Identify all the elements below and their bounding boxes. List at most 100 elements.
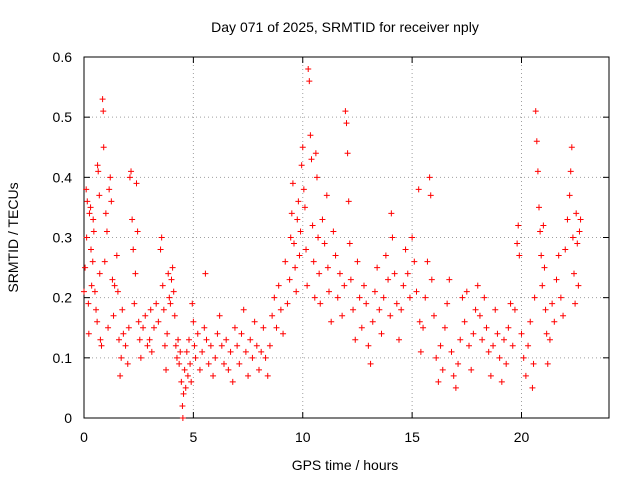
- data-point: [555, 252, 562, 259]
- data-point: [221, 360, 227, 367]
- data-point: [229, 378, 236, 385]
- data-point: [389, 234, 396, 241]
- data-point: [321, 240, 328, 247]
- data-point: [238, 330, 245, 337]
- data-point: [406, 294, 413, 301]
- x-tick-label: 15: [404, 429, 420, 445]
- data-point: [291, 240, 297, 247]
- data-point: [476, 312, 483, 319]
- data-point: [95, 168, 102, 175]
- data-point: [158, 234, 165, 241]
- data-point: [88, 246, 94, 253]
- data-point: [422, 294, 429, 301]
- y-tick-label: 0.5: [53, 109, 73, 125]
- data-point: [83, 234, 90, 241]
- data-point: [289, 180, 296, 187]
- data-point: [382, 252, 389, 259]
- data-point: [474, 282, 481, 289]
- data-point: [411, 258, 418, 265]
- data-point: [334, 294, 341, 301]
- data-point: [532, 108, 539, 115]
- data-point: [533, 138, 540, 145]
- y-tick-label: 0: [64, 410, 72, 426]
- data-point: [417, 348, 424, 355]
- data-point: [179, 415, 186, 421]
- data-point: [81, 288, 87, 295]
- data-point: [461, 318, 468, 325]
- data-point: [133, 180, 140, 187]
- data-point: [498, 378, 505, 385]
- data-point: [151, 324, 157, 331]
- data-point: [470, 330, 477, 337]
- data-point: [173, 354, 180, 361]
- data-point: [122, 342, 129, 349]
- data-point: [530, 360, 537, 367]
- data-point: [167, 300, 174, 307]
- data-point: [398, 306, 405, 313]
- data-point: [227, 348, 234, 355]
- data-point: [424, 258, 431, 265]
- data-point: [111, 282, 118, 289]
- data-point: [310, 258, 317, 265]
- data-point: [431, 312, 437, 319]
- data-point: [455, 360, 462, 367]
- data-point: [87, 204, 94, 211]
- data-point: [444, 300, 451, 307]
- data-point: [358, 324, 365, 331]
- y-tick-label: 0.6: [53, 49, 73, 65]
- data-point: [344, 150, 351, 157]
- x-axis-label: GPS time / hours: [292, 457, 399, 473]
- data-point: [264, 372, 271, 379]
- data-point: [116, 336, 122, 343]
- data-point: [165, 270, 172, 277]
- data-point: [577, 216, 584, 223]
- data-point: [481, 294, 488, 301]
- data-point: [180, 390, 187, 397]
- data-point: [328, 318, 335, 325]
- data-point: [166, 294, 173, 301]
- data-point: [448, 348, 455, 355]
- data-point: [507, 300, 514, 307]
- data-point: [540, 222, 547, 229]
- data-point: [295, 198, 302, 205]
- data-point: [293, 288, 300, 295]
- data-point: [560, 312, 567, 319]
- data-point: [134, 228, 141, 235]
- y-tick-label: 0.1: [53, 350, 73, 366]
- y-tick-labels: 0 0.1 0.2 0.3 0.4 0.5 0.6: [53, 49, 73, 426]
- data-point: [297, 228, 304, 235]
- data-point: [100, 144, 107, 151]
- data-point: [136, 336, 143, 343]
- data-point: [543, 330, 550, 337]
- data-point: [85, 330, 92, 337]
- data-point: [125, 324, 132, 331]
- data-point: [568, 144, 575, 151]
- data-point: [105, 324, 112, 331]
- data-point: [409, 234, 416, 241]
- data-point: [118, 354, 125, 361]
- data-point: [155, 318, 162, 325]
- data-point: [352, 336, 359, 343]
- data-point: [242, 348, 249, 355]
- data-point: [380, 294, 387, 301]
- data-point: [468, 366, 475, 373]
- data-point: [303, 246, 310, 253]
- data-point: [341, 282, 348, 289]
- data-point: [292, 264, 299, 271]
- data-point: [312, 150, 319, 157]
- data-point: [538, 252, 545, 259]
- data-point: [294, 216, 301, 223]
- data-point: [260, 324, 267, 331]
- data-point: [518, 330, 525, 337]
- data-point: [531, 294, 538, 301]
- data-point: [573, 210, 580, 217]
- data-point: [551, 318, 558, 325]
- data-point: [284, 300, 291, 307]
- data-point: [187, 360, 194, 367]
- data-point: [313, 174, 320, 181]
- data-point: [300, 186, 307, 193]
- data-point: [171, 312, 178, 319]
- data-point: [487, 372, 494, 379]
- data-point: [369, 318, 376, 325]
